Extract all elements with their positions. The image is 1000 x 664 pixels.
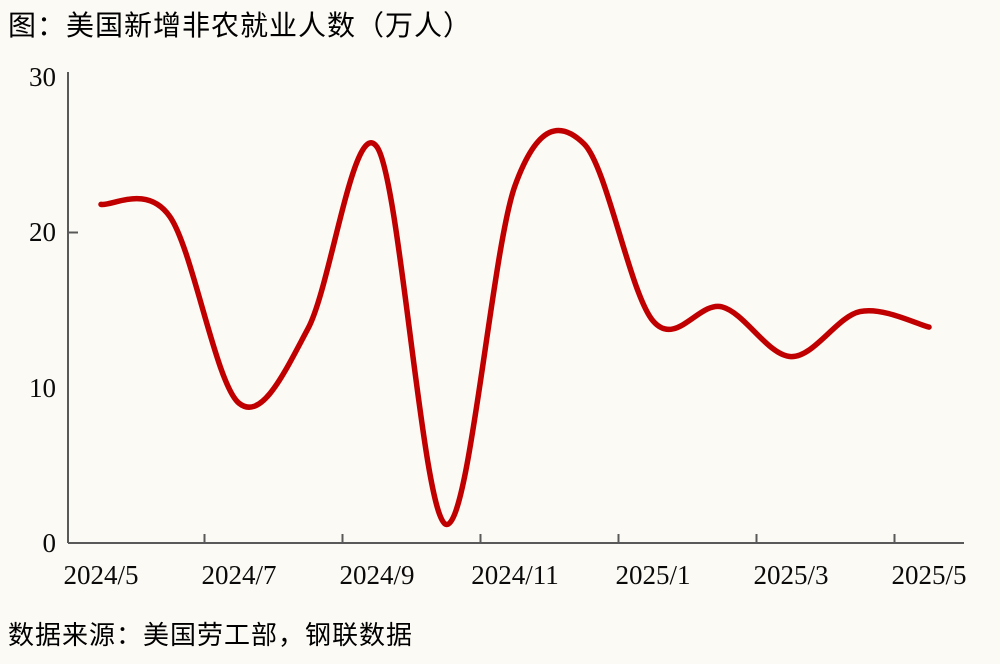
x-axis-tick-label: 2024/5 bbox=[63, 560, 139, 590]
y-axis-tick-label: 0 bbox=[42, 528, 57, 558]
x-axis-tick-label: 2024/9 bbox=[339, 560, 415, 590]
x-axis-tick-label: 2025/1 bbox=[615, 560, 691, 590]
axis-tick-marks bbox=[68, 231, 896, 543]
nonfarm-payrolls-line-series bbox=[98, 127, 932, 528]
y-axis-tick-label: 20 bbox=[29, 217, 56, 248]
chart-title: 图：美国新增非农就业人数（万人） bbox=[8, 11, 473, 42]
x-axis-tick-label: 2025/5 bbox=[891, 560, 967, 590]
data-source: 数据来源：美国劳工部，钢联数据 bbox=[8, 621, 414, 650]
x-axis-tick-label: 2024/11 bbox=[471, 560, 559, 590]
y-axis-tick-label: 30 bbox=[29, 62, 56, 92]
x-axis-tick-label: 2024/7 bbox=[201, 560, 277, 590]
y-axis-tick-label: 10 bbox=[29, 372, 56, 403]
x-axis-tick-label: 2025/3 bbox=[753, 560, 829, 590]
